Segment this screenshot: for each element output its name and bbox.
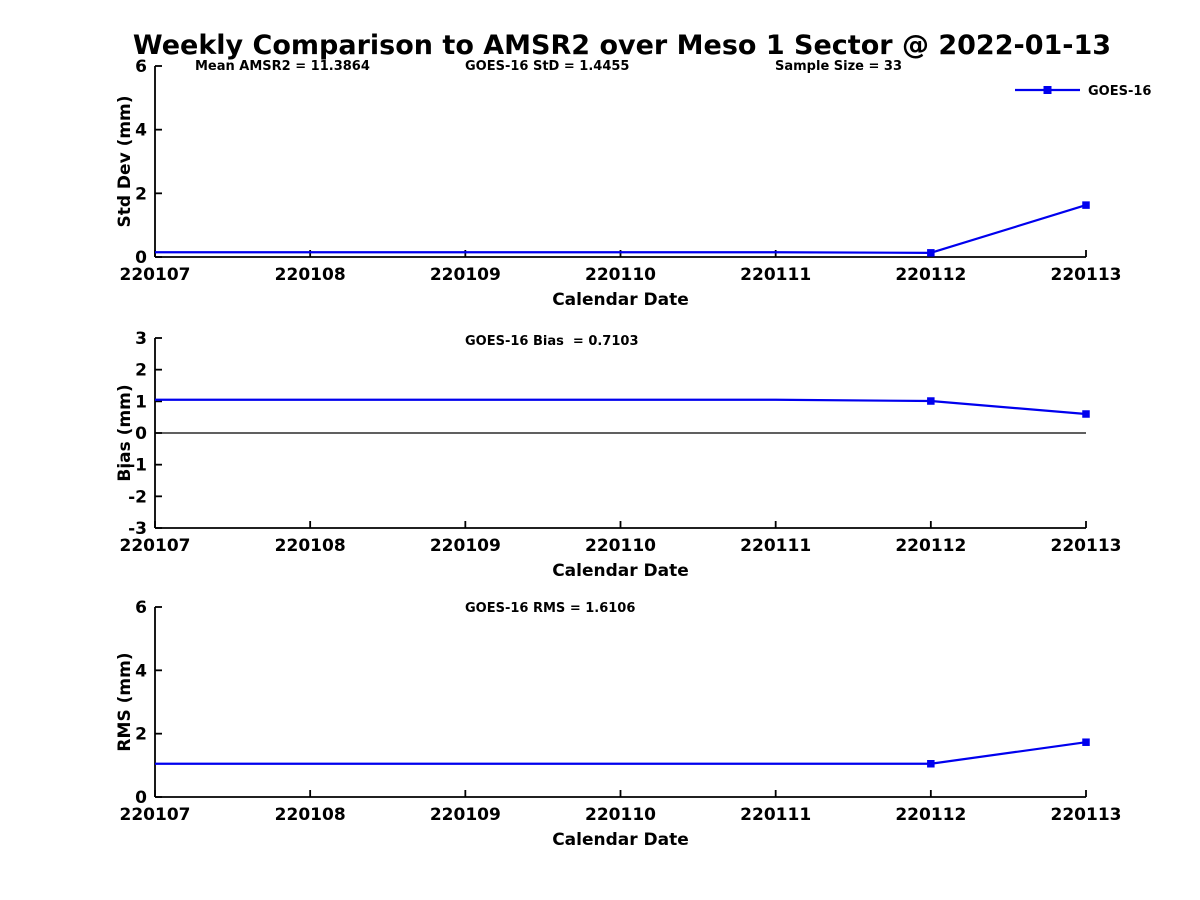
x-tick-label: 220110: [585, 805, 656, 825]
x-tick-label: 220111: [740, 265, 811, 285]
x-tick-label: 220108: [275, 536, 346, 556]
x-tick-label: 220107: [120, 265, 191, 285]
figure-title: Weekly Comparison to AMSR2 over Meso 1 S…: [132, 30, 1112, 61]
y-tick-label: 1: [135, 392, 147, 412]
series-line-goes-16: [155, 204, 1087, 254]
y-tick-label: -3: [128, 519, 147, 539]
annotation-text: Sample Size = 33: [775, 59, 902, 74]
subplot-3: 0 2 4 6 220107 220108 220109 220110 220111 220112…: [115, 598, 1121, 850]
data-point-marker: [927, 249, 935, 257]
annotation-text: GOES-16 RMS = 1.6106: [465, 601, 635, 616]
y-tick-label: 6: [135, 57, 147, 77]
series-line-goes-16: [155, 398, 1087, 416]
x-tick-label: 220111: [740, 536, 811, 556]
x-tick-label: 220112: [895, 536, 966, 556]
y-tick-label: 3: [135, 329, 147, 349]
x-tick-label: 220113: [1051, 536, 1122, 556]
y-tick-label: 6: [135, 598, 147, 618]
y-axis-title: RMS (mm): [115, 652, 135, 751]
x-tick-label: 220113: [1051, 805, 1122, 825]
x-tick-label: 220107: [120, 536, 191, 556]
y-tick-label: 0: [135, 788, 147, 808]
x-tick-label: 220108: [275, 805, 346, 825]
y-tick-label: -1: [128, 456, 147, 476]
x-tick-label: 220113: [1051, 265, 1122, 285]
x-tick-label: 220109: [430, 805, 501, 825]
series-line-goes-16: [155, 741, 1087, 765]
x-axis-title: Calendar Date: [552, 290, 689, 310]
data-point-marker: [1082, 738, 1090, 746]
y-tick-label: 0: [135, 424, 147, 444]
y-tick-label: 0: [135, 248, 147, 268]
x-tick-label: 220112: [895, 805, 966, 825]
data-point-marker: [927, 760, 935, 768]
legend-marker: [1043, 86, 1052, 94]
annotation-text: Mean AMSR2 = 11.3864: [195, 59, 370, 74]
x-tick-label: 220108: [275, 265, 346, 285]
x-tick-label: 220109: [430, 265, 501, 285]
data-point-marker: [927, 397, 935, 405]
subplot-2: -3 -2 -1 0 1 2 3 220107 220108 220109 220110 220111…: [115, 329, 1121, 581]
data-point-marker: [1082, 410, 1090, 418]
y-tick-label: 2: [135, 184, 147, 204]
x-tick-label: 220109: [430, 536, 501, 556]
legend-label: GOES-16: [1088, 84, 1151, 99]
y-tick-label: 2: [135, 725, 147, 745]
data-point-marker: [1082, 201, 1090, 209]
y-tick-label: -2: [128, 487, 147, 507]
x-tick-label: 220110: [585, 536, 656, 556]
x-tick-label: 220107: [120, 805, 191, 825]
y-tick-label: 4: [135, 121, 147, 141]
legend: GOES-16: [1015, 84, 1151, 99]
y-axis-title: Std Dev (mm): [115, 95, 135, 227]
x-axis-title: Calendar Date: [552, 830, 689, 850]
x-tick-label: 220110: [585, 265, 656, 285]
y-axis-title: Bias (mm): [115, 384, 135, 481]
x-axis-title: Calendar Date: [552, 561, 689, 581]
annotation-text: GOES-16 Bias = 0.7103: [465, 334, 639, 349]
annotation-text: GOES-16 StD = 1.4455: [465, 59, 629, 74]
y-tick-label: 2: [135, 361, 147, 381]
x-tick-label: 220111: [740, 805, 811, 825]
subplot-1: 0 2 4 6 220107 220108 220109 220110 220111 220112…: [115, 57, 1151, 310]
y-tick-label: 4: [135, 661, 147, 681]
x-tick-label: 220112: [895, 265, 966, 285]
